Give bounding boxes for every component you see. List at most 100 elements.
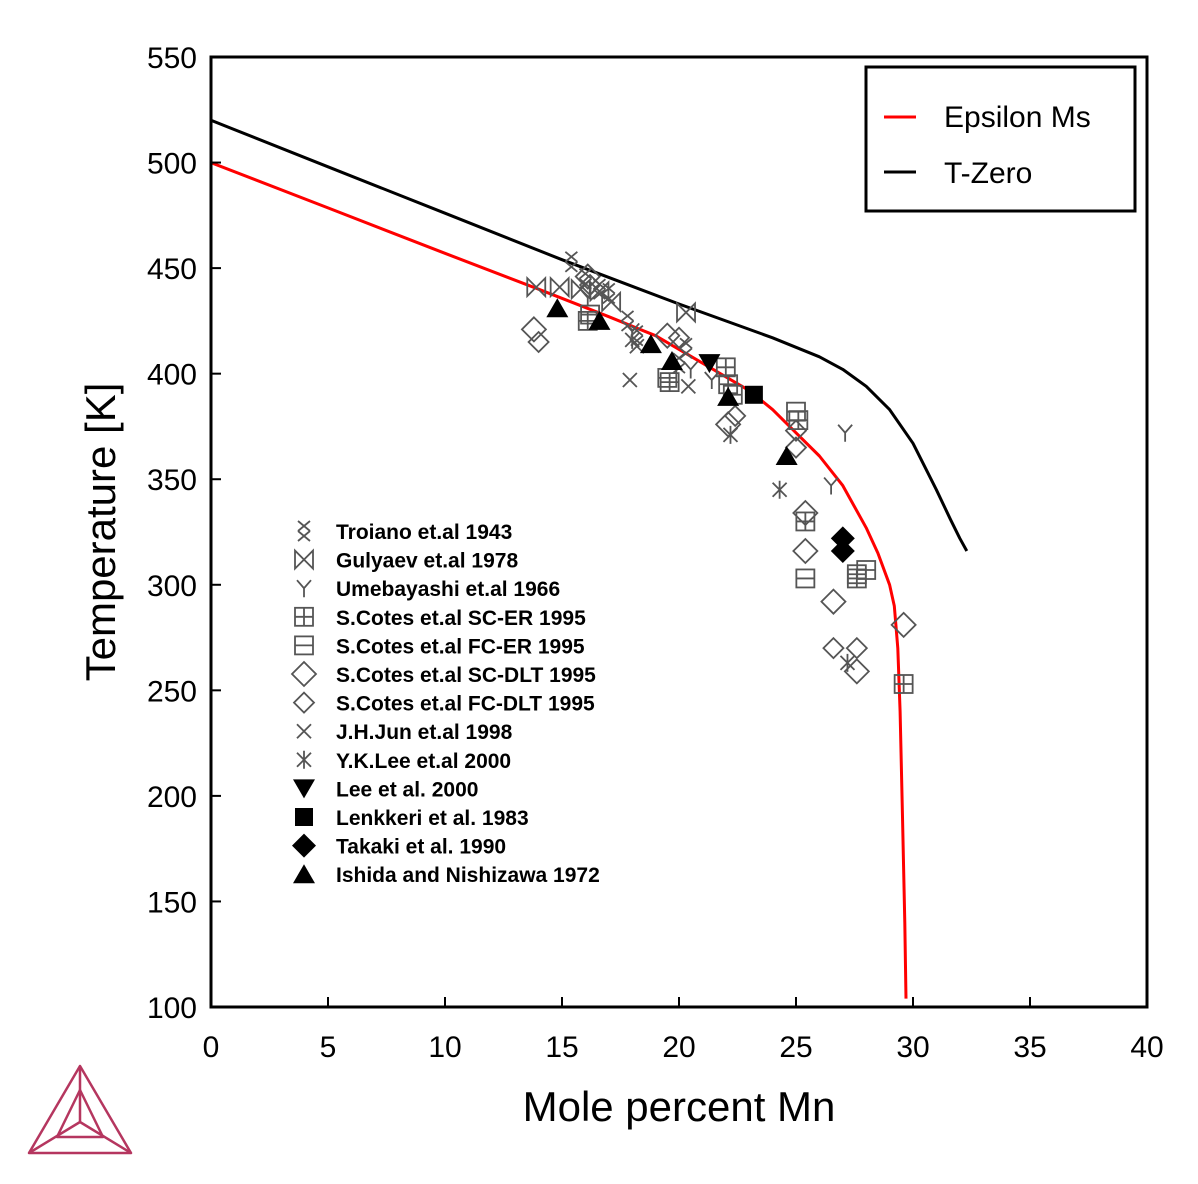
- data-point-s-cotes-et-al-sc-dlt-1995: [843, 658, 871, 685]
- data-point-takaki-et-al-1990: [830, 539, 855, 563]
- data-point-troiano-et-al-1943: [672, 352, 686, 374]
- y-axis-title: Temperature [K]: [77, 383, 124, 682]
- data-point-s-cotes-et-al-sc-er-1995: [715, 357, 736, 378]
- data-point-s-cotes-et-al-fc-dlt-1995: [667, 326, 691, 350]
- y-axis: 100 150 200 250 300 350 400 450 500 550: [147, 42, 221, 1025]
- data-point-gulyaev-et-al-1978: [549, 275, 570, 299]
- data-point-s-cotes-et-al-fc-er-1995: [856, 560, 877, 580]
- x-tick-label: 25: [779, 1031, 812, 1064]
- x-tick-label: 35: [1013, 1031, 1046, 1064]
- data-point-troiano-et-al-1943: [630, 324, 644, 347]
- t-zero-line: [211, 118, 969, 552]
- ref-legend-marker-lee-et-al-2000: [293, 779, 315, 799]
- y-tick-label: 550: [147, 42, 197, 75]
- ref-legend-marker-ishida-and-nishizawa-1972: [293, 864, 315, 884]
- data-point-s-cotes-et-al-fc-dlt-1995: [845, 636, 869, 660]
- ref-legend-label: Lenkkeri et al. 1983: [336, 807, 529, 830]
- ref-legend-marker-lenkkeri-et-al-1983: [295, 808, 313, 826]
- data-point-s-cotes-et-al-fc-dlt-1995: [784, 436, 808, 459]
- x-tick-label: 20: [662, 1031, 695, 1064]
- data-point-s-cotes-et-al-sc-dlt-1995: [574, 263, 602, 290]
- y-tick-label: 350: [147, 464, 197, 497]
- data-point-y-k-lee-et-al-2000: [722, 425, 739, 444]
- ref-legend-marker-gulyaev-et-al-1978: [294, 548, 314, 571]
- ref-legend-marker-s-cotes-et-al-fc-dlt-1995: [292, 691, 316, 714]
- x-tick-label: 15: [545, 1031, 578, 1064]
- data-point-s-cotes-et-al-fc-er-1995: [795, 568, 816, 589]
- data-point-s-cotes-et-al-fc-dlt-1995: [578, 273, 602, 297]
- data-point-s-cotes-et-al-sc-dlt-1995: [890, 611, 917, 639]
- y-tick-label: 200: [147, 781, 197, 814]
- data-point-s-cotes-et-al-sc-dlt-1995: [792, 537, 819, 565]
- x-tick-label: 5: [320, 1031, 337, 1064]
- thermo-calc-logo-icon: [27, 1064, 133, 1155]
- y-tick-label: 250: [147, 675, 197, 708]
- ref-legend-marker-j-h-jun-et-al-1998: [296, 723, 312, 739]
- ref-legend-label: Takaki et al. 1990: [336, 836, 506, 859]
- y-tick-label: 500: [147, 148, 197, 181]
- x-tick-label: 30: [896, 1031, 929, 1064]
- data-point-umebayashi-et-al-1966: [837, 424, 853, 442]
- ref-legend-label: S.Cotes et.al SC-DLT 1995: [336, 664, 596, 687]
- reference-legend: Troiano et.al 1943 Gulyaev et.al 1978 Umeb…: [290, 520, 600, 887]
- data-point-ishida-and-nishizawa-1972: [717, 386, 740, 406]
- y-tick-label: 100: [147, 992, 197, 1025]
- epsilon-ms-line: [211, 161, 908, 999]
- x-tick-label: 40: [1130, 1031, 1163, 1064]
- data-point-lenkkeri-et-al-1983: [744, 385, 763, 404]
- legend-label-epsilon-ms: Epsilon Ms: [944, 101, 1091, 134]
- y-tick-label: 150: [147, 886, 197, 919]
- ref-legend-label: Umebayashi et.al 1966: [336, 578, 560, 601]
- ref-legend-marker-s-cotes-et-al-sc-dlt-1995: [290, 660, 318, 688]
- curve-legend: Epsilon Ms T-Zero: [864, 65, 1137, 213]
- data-point-lee-et-al-2000: [698, 354, 721, 374]
- data-point-ishida-and-nishizawa-1972: [639, 334, 662, 354]
- data-point-troiano-et-al-1943: [620, 310, 635, 332]
- data-point-gulyaev-et-al-1978: [526, 275, 547, 299]
- data-point-s-cotes-et-al-sc-er-1995: [893, 674, 914, 694]
- data-point-y-k-lee-et-al-2000: [771, 480, 788, 499]
- data-point-s-cotes-et-al-sc-dlt-1995: [792, 499, 819, 527]
- ref-legend-label: S.Cotes et.al SC-ER 1995: [336, 607, 586, 630]
- y-tick-label: 450: [147, 253, 197, 286]
- ref-legend-label: S.Cotes et.al FC-ER 1995: [336, 635, 585, 658]
- data-point-s-cotes-et-al-sc-dlt-1995: [820, 588, 847, 615]
- ref-legend-marker-takaki-et-al-1990: [292, 833, 316, 858]
- x-axis: 0 5 10 15 20 25 30 35 40: [203, 997, 1164, 1064]
- ref-legend-label: S.Cotes et.al FC-DLT 1995: [336, 693, 595, 716]
- data-point-j-h-jun-et-al-1998: [622, 372, 638, 388]
- curve-layer: [211, 118, 969, 999]
- data-point-gulyaev-et-al-1978: [601, 290, 622, 314]
- legend-label-t-zero: T-Zero: [944, 157, 1032, 190]
- ref-legend-label: J.H.Jun et.al 1998: [336, 721, 513, 744]
- data-points-layer: [520, 251, 917, 694]
- ref-legend-label: Troiano et.al 1943: [336, 521, 512, 544]
- ref-legend-label: Ishida and Nishizawa 1972: [336, 864, 600, 887]
- x-tick-label: 10: [428, 1031, 461, 1064]
- ref-legend-marker-s-cotes-et-al-sc-er-1995: [294, 606, 314, 627]
- data-point-s-cotes-et-al-sc-dlt-1995: [520, 316, 548, 343]
- y-tick-label: 400: [147, 359, 197, 392]
- data-point-umebayashi-et-al-1966: [683, 360, 699, 379]
- data-point-gulyaev-et-al-1978: [676, 301, 696, 324]
- ref-legend-marker-y-k-lee-et-al-2000: [296, 750, 312, 769]
- ref-legend-label: Gulyaev et.al 1978: [336, 550, 518, 573]
- data-point-ishida-and-nishizawa-1972: [660, 351, 683, 370]
- y-tick-label: 300: [147, 570, 197, 603]
- data-point-s-cotes-et-al-fc-dlt-1995: [723, 404, 747, 428]
- data-point-troiano-et-al-1943: [679, 337, 693, 360]
- data-point-ishida-and-nishizawa-1972: [588, 310, 611, 330]
- ref-legend-marker-s-cotes-et-al-fc-er-1995: [294, 635, 314, 656]
- data-point-takaki-et-al-1990: [830, 526, 855, 551]
- data-point-s-cotes-et-al-fc-dlt-1995: [784, 419, 808, 442]
- ref-legend-marker-umebayashi-et-al-1966: [296, 579, 312, 598]
- data-point-umebayashi-et-al-1966: [823, 476, 839, 495]
- legend-box: [864, 65, 1137, 213]
- data-point-y-k-lee-et-al-2000: [839, 653, 856, 672]
- data-point-troiano-et-al-1943: [578, 267, 592, 290]
- data-point-y-k-lee-et-al-2000: [624, 330, 640, 349]
- ref-legend-label: Lee et al. 2000: [336, 778, 478, 801]
- data-point-j-h-jun-et-al-1998: [680, 378, 696, 394]
- data-point-ishida-and-nishizawa-1972: [546, 298, 569, 318]
- data-point-troiano-et-al-1943: [564, 251, 578, 273]
